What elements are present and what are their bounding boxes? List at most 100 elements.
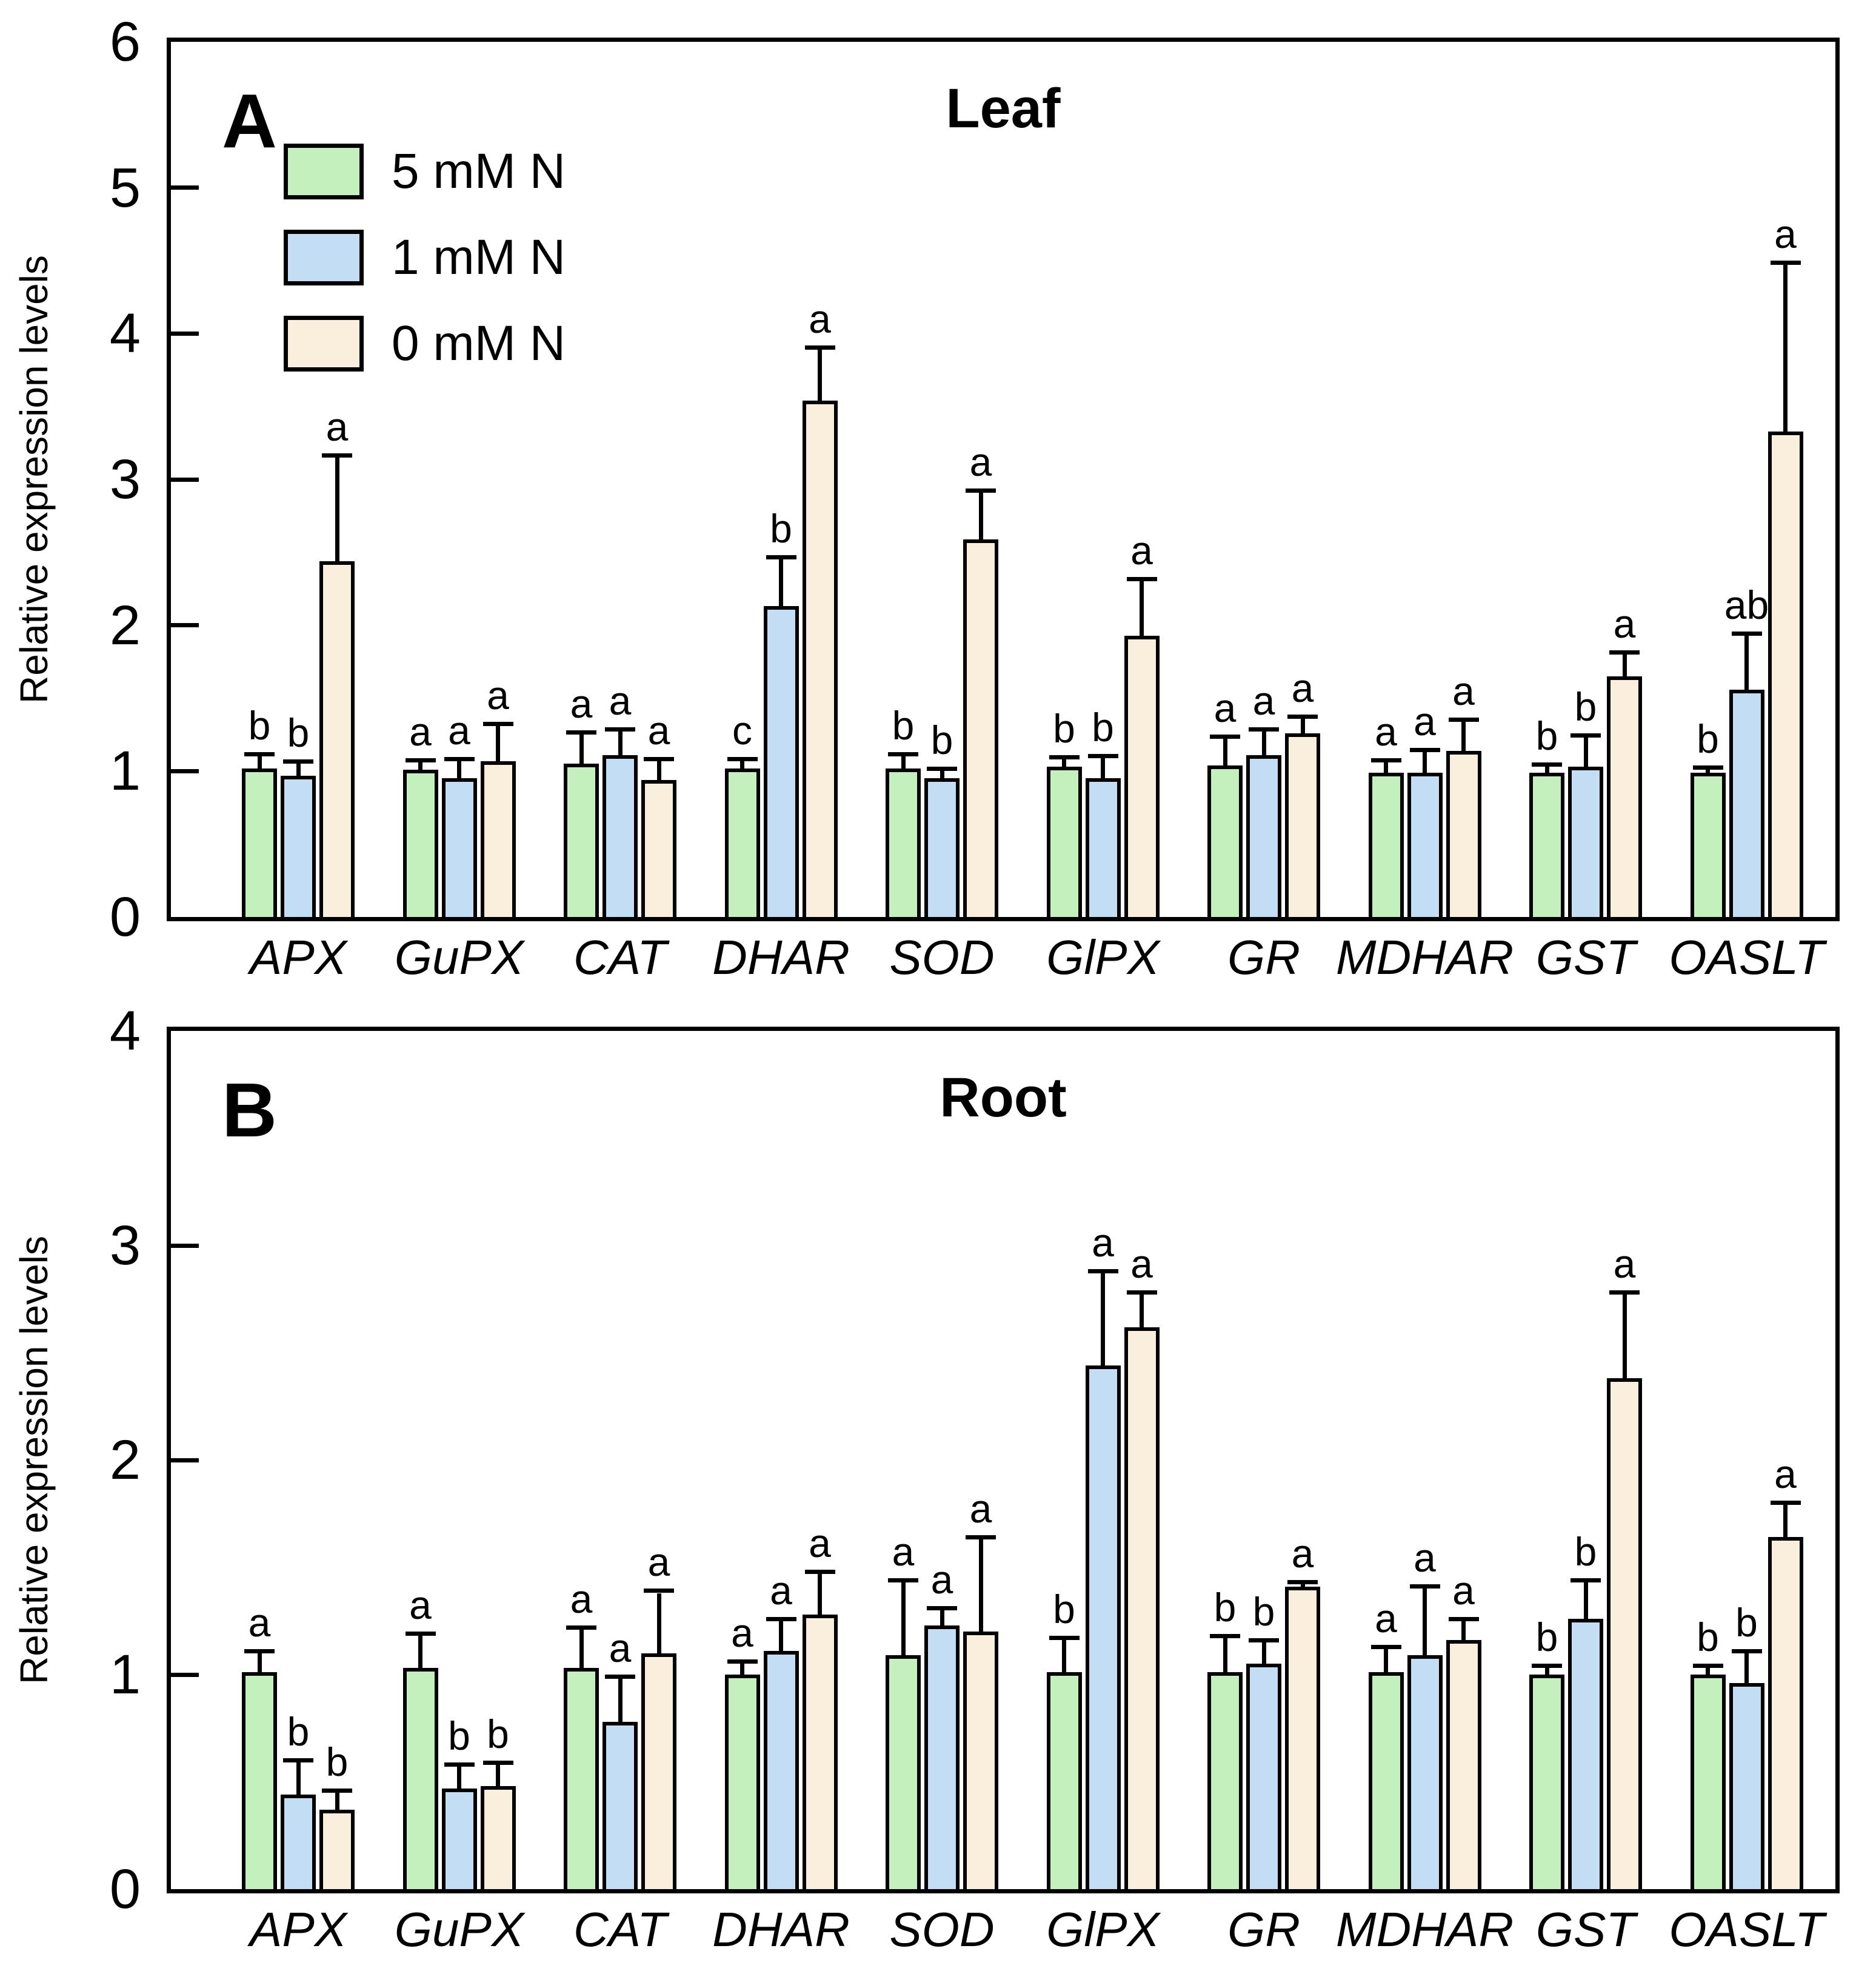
- panel-a-y-tick-mark-1: [171, 768, 199, 773]
- panel-a-x-label-sod: SOD: [889, 930, 995, 984]
- bar-leaf-gst-1-mm-n: [1568, 767, 1603, 917]
- bar-root-oaslt-0-mm-n: [1768, 1537, 1803, 1889]
- sig-letter-dhar-5-mm-n: c: [732, 707, 752, 753]
- bar-root-glpx-1-mm-n: [1085, 1365, 1121, 1889]
- error-bar-cap: [444, 1762, 475, 1767]
- bar-root-gst-5-mm-n: [1529, 1675, 1564, 1889]
- panel-a-y-tick-mark-4: [171, 331, 199, 336]
- error-bar-line: [978, 1539, 983, 1634]
- error-bar-line: [1583, 1582, 1588, 1621]
- error-bar-cap: [1049, 1636, 1080, 1641]
- bar-leaf-glpx-1-mm-n: [1085, 778, 1121, 917]
- panel-a-y-tick-label-6: 6: [109, 11, 141, 73]
- bar-leaf-glpx-0-mm-n: [1124, 635, 1160, 917]
- error-bar-line: [1384, 1649, 1388, 1675]
- bar-leaf-apx-5-mm-n: [242, 768, 277, 917]
- sig-letter-mdhar-1-mm-n: a: [1414, 699, 1436, 744]
- error-bar-line: [579, 735, 584, 766]
- sig-letter-glpx-0-mm-n: a: [1130, 1241, 1153, 1287]
- error-bar-cap: [966, 1535, 996, 1539]
- error-bar-line: [296, 1762, 301, 1797]
- panel-a-group-dhar: c b a: [724, 42, 838, 917]
- bar-leaf-cat-0-mm-n: [641, 779, 676, 917]
- sig-letter-gst-1-mm-n: b: [1574, 1529, 1597, 1574]
- bar-root-gupx-0-mm-n: [480, 1786, 516, 1889]
- error-bar-line: [1423, 752, 1427, 775]
- sig-letter-glpx-0-mm-n: a: [1130, 528, 1153, 573]
- bar-root-sod-1-mm-n: [924, 1625, 960, 1889]
- panel-b-y-tick-label-1: 1: [109, 1644, 141, 1705]
- legend-label-0-mm-n: 0 mM N: [392, 316, 566, 371]
- error-bar-line: [1583, 738, 1588, 769]
- sig-letter-gr-0-mm-n: a: [1291, 665, 1314, 710]
- bar-leaf-oaslt-1-mm-n: [1729, 689, 1764, 917]
- bar-root-apx-5-mm-n: [242, 1672, 277, 1889]
- bar-leaf-sod-0-mm-n: [963, 539, 998, 917]
- sig-letter-oaslt-0-mm-n: a: [1774, 212, 1797, 257]
- error-bar-line: [779, 559, 783, 608]
- bar-root-oaslt-1-mm-n: [1729, 1683, 1764, 1889]
- panel-a-x-label-gupx: GuPX: [394, 930, 524, 984]
- error-bar-cap: [244, 752, 275, 757]
- sig-letter-dhar-0-mm-n: a: [809, 1520, 831, 1565]
- sig-letter-mdhar-0-mm-n: a: [1452, 1567, 1475, 1613]
- sig-letter-apx-5-mm-n: a: [248, 1599, 271, 1645]
- error-bar-cap: [605, 727, 635, 732]
- error-bar-cap: [966, 488, 996, 493]
- bar-leaf-oaslt-5-mm-n: [1690, 772, 1726, 917]
- bar-leaf-dhar-1-mm-n: [763, 606, 799, 917]
- error-bar-line: [1223, 1638, 1227, 1675]
- panel-a-x-label-apx: APX: [249, 930, 347, 984]
- bar-root-apx-1-mm-n: [281, 1795, 316, 1889]
- panel-a-title: Leaf: [946, 78, 1061, 139]
- error-bar-line: [257, 756, 262, 770]
- bar-root-cat-1-mm-n: [603, 1721, 638, 1889]
- error-bar-line: [418, 762, 422, 772]
- error-bar-line: [1544, 1668, 1549, 1676]
- sig-letter-glpx-5-mm-n: b: [1053, 1587, 1075, 1632]
- sig-letter-dhar-5-mm-n: a: [731, 1610, 753, 1656]
- legend-item-1-mm-n: 1 mM N: [284, 230, 566, 285]
- error-bar-cap: [322, 453, 352, 458]
- sig-letter-dhar-1-mm-n: a: [770, 1567, 792, 1613]
- sig-letter-oaslt-1-mm-n: ab: [1724, 582, 1769, 627]
- sig-letter-oaslt-1-mm-n: b: [1735, 1599, 1758, 1645]
- error-bar-line: [740, 761, 744, 770]
- bar-root-mdhar-1-mm-n: [1407, 1655, 1443, 1889]
- error-bar-line: [1783, 1505, 1788, 1539]
- legend-swatch-1-mm-n: [284, 230, 364, 285]
- error-bar-cap: [1692, 1664, 1723, 1669]
- error-bar-cap: [605, 1675, 635, 1679]
- error-bar-cap: [644, 1589, 674, 1593]
- error-bar-cap: [888, 752, 918, 757]
- error-bar-line: [457, 761, 461, 781]
- bar-root-mdhar-5-mm-n: [1368, 1672, 1404, 1889]
- error-bar-cap: [1249, 1638, 1279, 1642]
- error-bar-line: [818, 1573, 822, 1616]
- bar-root-gupx-1-mm-n: [441, 1788, 477, 1889]
- error-bar-cap: [1210, 735, 1240, 739]
- error-bar-line: [1261, 732, 1266, 757]
- error-bar-line: [1744, 1653, 1749, 1685]
- error-bar-line: [1101, 1273, 1105, 1368]
- bar-root-sod-0-mm-n: [963, 1632, 998, 1889]
- legend: 5 mM N 1 mM N 0 mM N: [284, 144, 566, 402]
- sig-letter-mdhar-0-mm-n: a: [1452, 668, 1475, 713]
- error-bar-line: [1300, 718, 1305, 735]
- bar-leaf-sod-5-mm-n: [886, 768, 921, 917]
- panel-b-y-tick-label-4: 4: [109, 1000, 141, 1062]
- sig-letter-sod-5-mm-n: a: [892, 1529, 915, 1574]
- bar-root-mdhar-0-mm-n: [1446, 1640, 1481, 1889]
- sig-letter-dhar-0-mm-n: a: [809, 296, 831, 341]
- error-bar-cap: [283, 1758, 313, 1763]
- error-bar-cap: [1249, 727, 1279, 732]
- bar-root-cat-5-mm-n: [564, 1668, 599, 1889]
- panel-a-y-tick-label-1: 1: [109, 740, 141, 802]
- sig-letter-gr-5-mm-n: b: [1213, 1584, 1237, 1630]
- error-bar-cap: [888, 1578, 918, 1582]
- error-bar-cap: [1692, 765, 1723, 770]
